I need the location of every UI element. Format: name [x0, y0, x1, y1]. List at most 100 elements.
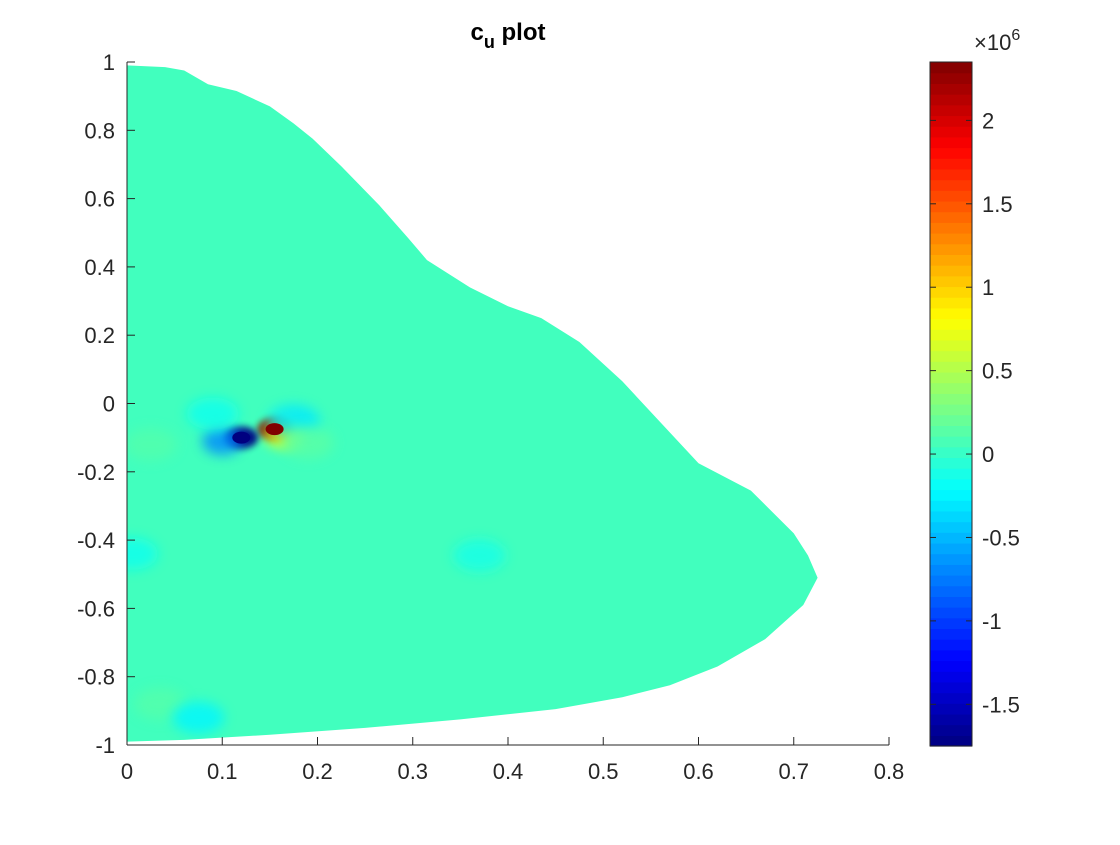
- colorbar-segment: [930, 94, 972, 106]
- colorbar-tick-label: 1.5: [982, 192, 1013, 217]
- colorbar-frame: [929, 61, 973, 747]
- feature-patch-10: [453, 539, 506, 572]
- colorbar: -1.5 -1 -0.5 0 0.5 1 1.5 2 ×106: [929, 27, 1020, 747]
- colorbar-segment: [930, 83, 972, 95]
- x-tick-label: 0.4: [493, 759, 524, 784]
- y-tick-label: -0.2: [77, 460, 115, 485]
- colorbar-segment: [930, 532, 972, 544]
- x-tick-label: 0.7: [778, 759, 809, 784]
- x-tick-label: 0.1: [207, 759, 238, 784]
- y-tick-label: -0.4: [77, 528, 115, 553]
- colorbar-segment: [930, 575, 972, 587]
- y-tick-label: -0.6: [77, 596, 115, 621]
- colorbar-segment: [930, 446, 972, 459]
- colorbar-segment: [930, 639, 972, 651]
- feature-core-1: [232, 431, 251, 444]
- colorbar-segment: [930, 339, 972, 352]
- colorbar-tick-label: -0.5: [982, 525, 1020, 550]
- colorbar-segment: [930, 254, 972, 266]
- colorbar-segment: [930, 542, 972, 555]
- colorbar-segment: [930, 510, 972, 523]
- colorbar-tick-label: -1.5: [982, 692, 1020, 717]
- colorbar-segment: [930, 457, 972, 469]
- colorbar-exponent-label: ×106: [974, 27, 1020, 55]
- colorbar-segment: [930, 243, 972, 255]
- colorbar-segment: [930, 596, 972, 608]
- colorbar-segment: [930, 436, 972, 448]
- colorbar-segment: [930, 607, 972, 619]
- colorbar-segment: [930, 361, 972, 373]
- colorbar-segment: [930, 222, 972, 234]
- chart-title: cu plot: [470, 19, 545, 52]
- colorbar-segment: [930, 72, 972, 84]
- colorbar-segment: [930, 713, 972, 726]
- colorbar-segment: [930, 468, 972, 480]
- feature-patch-5: [282, 426, 334, 459]
- y-tick-label: 1: [103, 50, 115, 75]
- colorbar-segment: [930, 265, 972, 277]
- x-tick-label: 0.3: [397, 759, 428, 784]
- colorbar-segment: [930, 521, 972, 533]
- colorbar-segment: [930, 190, 972, 202]
- feature-core-0: [265, 423, 284, 436]
- colorbar-tick-label: 0: [982, 442, 994, 467]
- colorbar-segment: [930, 724, 972, 736]
- colorbar-segment: [930, 478, 972, 491]
- colorbar-segment: [930, 617, 972, 630]
- colorbar-segment: [930, 115, 972, 127]
- colorbar-segment: [930, 692, 972, 704]
- y-tick-label: -1: [95, 733, 115, 758]
- x-tick-label: 0.2: [302, 759, 333, 784]
- colorbar-segment: [930, 233, 972, 245]
- colorbar-segment: [930, 564, 972, 576]
- colorbar-segment: [930, 211, 972, 223]
- colorbar-segment: [930, 735, 972, 747]
- colorbar-tick-label: 1: [982, 275, 994, 300]
- domain-surface: [127, 65, 818, 742]
- colorbar-segment: [930, 136, 972, 149]
- feature-patch-9: [172, 701, 225, 734]
- x-tick-label: 0.5: [588, 759, 619, 784]
- y-tick-label: 0.4: [84, 255, 115, 280]
- colorbar-segment: [930, 329, 972, 341]
- surface-features: [127, 397, 506, 734]
- colorbar-segment: [930, 275, 972, 288]
- colorbar-segment: [930, 703, 972, 715]
- feature-patch-7: [127, 428, 177, 461]
- colorbar-segment: [930, 382, 972, 394]
- colorbar-segment: [930, 660, 972, 672]
- colorbar-segment: [930, 126, 972, 138]
- feature-patch-8: [134, 688, 187, 720]
- y-tick-label: 0: [103, 392, 115, 417]
- feature-patch-3: [202, 427, 243, 456]
- colorbar-segment: [930, 404, 972, 416]
- x-tick-label: 0.6: [683, 759, 714, 784]
- colorbar-segment: [930, 286, 972, 298]
- colorbar-tick-label: 2: [982, 108, 994, 133]
- y-tick-label: 0.8: [84, 118, 115, 143]
- colorbar-segment: [930, 649, 972, 662]
- colorbar-segment: [930, 297, 972, 309]
- feature-patch-6: [186, 397, 239, 430]
- colorbar-segment: [930, 414, 972, 426]
- colorbar-segment: [930, 671, 972, 683]
- colorbar-segment: [930, 500, 972, 512]
- colorbar-segment: [930, 179, 972, 191]
- colorbar-segment: [930, 104, 972, 117]
- colorbar-segment: [930, 585, 972, 597]
- colorbar-tick-label: 0.5: [982, 359, 1013, 384]
- colorbar-segment: [930, 318, 972, 330]
- colorbar-segment: [930, 147, 972, 159]
- axes: 0 0.1 0.2 0.3 0.4 0.5 0.6 0.7 0.8 -1 -0.8 -0.6 -0.4 -…: [77, 50, 904, 784]
- feature-patch-11: [127, 537, 158, 570]
- colorbar-segment: [930, 62, 972, 74]
- colorbar-segment: [930, 158, 972, 170]
- y-tick-label: -0.8: [77, 665, 115, 690]
- colorbar-segment: [930, 168, 972, 181]
- colorbar-segment: [930, 425, 972, 437]
- colorbar-segment: [930, 489, 972, 501]
- colorbar-segment: [930, 371, 972, 384]
- y-tick-label: 0.2: [84, 323, 115, 348]
- colorbar-segment: [930, 681, 972, 694]
